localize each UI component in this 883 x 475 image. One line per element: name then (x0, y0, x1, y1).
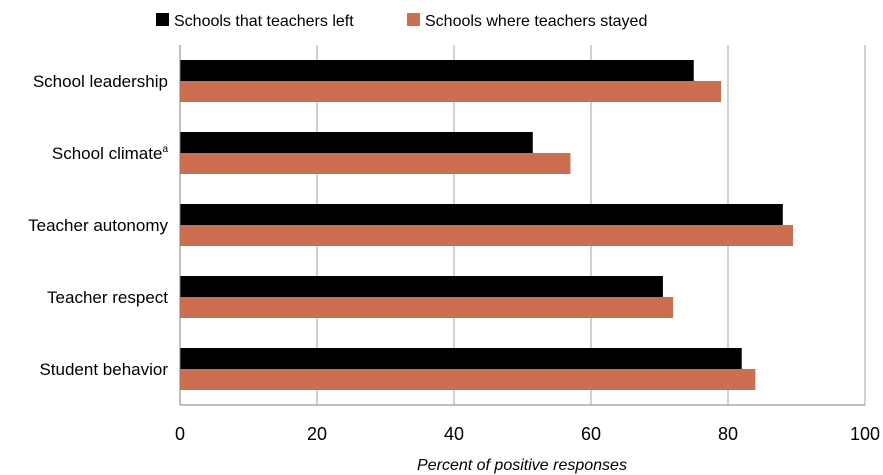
x-tick-label-40: 40 (444, 424, 464, 444)
category-label-teacher-respect: Teacher respect (47, 288, 168, 307)
category-label-school-climate: School climatea (52, 144, 169, 163)
x-tick-labels: 0 20 40 60 80 100 (175, 424, 880, 444)
bar-series-1-school-leadership (180, 60, 694, 81)
x-tick-label-60: 60 (581, 424, 601, 444)
bar-series-2-school-climate (180, 153, 571, 174)
legend-label-series-1: Schools that teachers left (174, 13, 354, 30)
bar-series-1-teacher-respect (180, 276, 663, 297)
legend-swatch-series-2 (407, 13, 420, 26)
category-label-superscript: a (162, 144, 168, 155)
bar-series-2-school-leadership (180, 81, 722, 102)
bar-series-1-student-behavior (180, 348, 742, 369)
legend: Schools that teachers left Schools where… (156, 13, 647, 30)
x-tick-label-100: 100 (850, 424, 880, 444)
category-label-student-behavior: Student behavior (39, 360, 168, 379)
bar-series-2-student-behavior (180, 369, 756, 390)
category-label-teacher-autonomy: Teacher autonomy (28, 216, 168, 235)
axis (179, 45, 865, 406)
x-tick-label-80: 80 (718, 424, 738, 444)
category-label-school-leadership: School leadership (33, 72, 168, 91)
bar-series-1-teacher-autonomy (180, 204, 783, 225)
legend-label-series-2: Schools where teachers stayed (425, 13, 647, 30)
bars (180, 60, 794, 390)
category-labels: School leadership School climatea Teacher … (28, 72, 168, 379)
bar-series-1-school-climate (180, 132, 533, 153)
x-tick-label-0: 0 (175, 424, 185, 444)
bar-series-2-teacher-respect (180, 297, 674, 318)
bar-series-2-teacher-autonomy (180, 225, 794, 246)
legend-swatch-series-1 (156, 13, 169, 26)
x-tick-label-20: 20 (307, 424, 327, 444)
x-axis-title: Percent of positive responses (417, 457, 627, 474)
